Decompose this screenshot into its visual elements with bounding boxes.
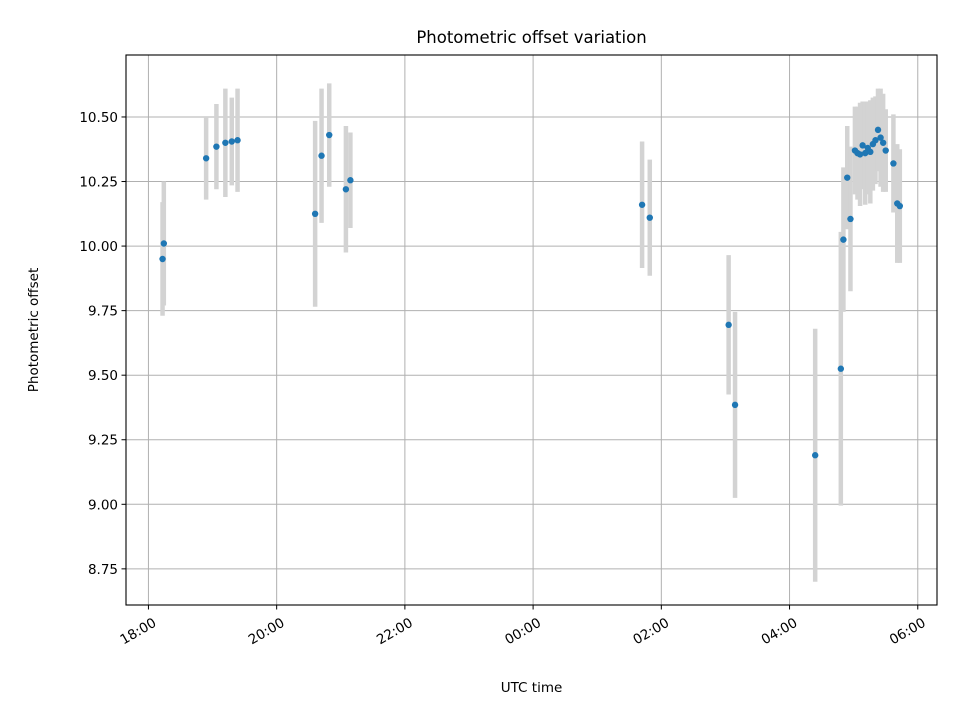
data-point [872,137,879,144]
data-point [234,137,241,144]
data-point [856,151,864,158]
data-point [811,452,819,459]
grid-lines [126,55,937,605]
data-point [213,143,220,150]
y-tick-label: 9.50 [88,368,118,384]
y-tick-label: 10.00 [79,239,118,255]
y-tick-label: 9.00 [88,497,118,513]
data-point [159,255,166,263]
data-point [861,149,869,157]
data-point [342,186,350,193]
y-tick-label: 9.25 [88,433,118,449]
data-point [326,131,333,139]
data-point [840,236,847,243]
data-point [877,134,884,141]
data-point [896,202,904,210]
y-tick-label: 9.75 [88,304,118,320]
plot-frame [125,54,938,606]
data-point [311,210,319,218]
data-point [318,152,325,159]
y-tick-label: 10.25 [79,175,118,191]
data-point [638,201,646,208]
data-point [847,215,854,223]
data-point [160,240,168,247]
data-point [882,147,889,154]
data-point [867,148,874,156]
data-point [202,155,210,162]
data-point [731,401,739,409]
y-tick-label: 10.50 [79,110,118,126]
x-axis-label: UTC time [501,680,563,696]
data-point [874,126,882,134]
data-point [844,174,851,181]
data-point [646,214,653,221]
data-points [159,126,904,459]
data-point [890,160,897,167]
y-axis-label: Photometric offset [26,268,42,392]
data-point [725,321,732,329]
data-point [347,177,354,184]
data-point [859,142,866,149]
data-point [879,139,887,146]
data-point [228,138,235,145]
y-tick-label: 8.75 [88,562,118,578]
chart-title: Photometric offset variation [416,28,646,47]
data-point [837,365,845,372]
data-point [222,139,229,146]
